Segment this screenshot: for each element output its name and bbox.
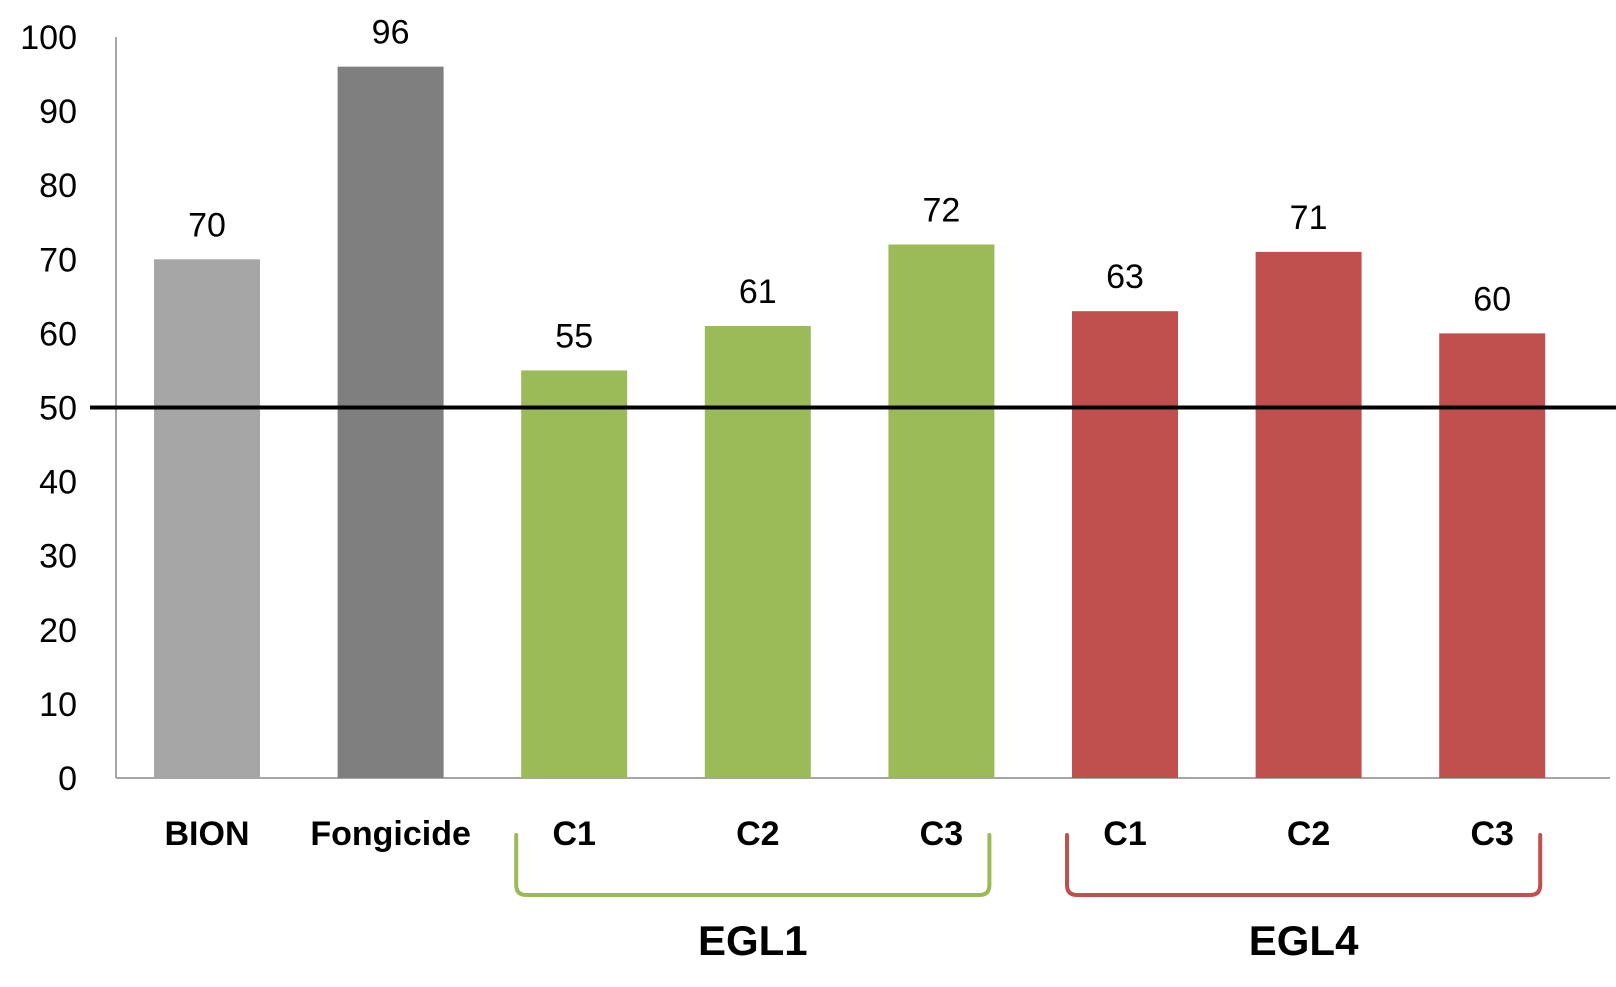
y-tick-label: 50 — [39, 390, 77, 428]
data-label: 96 — [372, 14, 410, 52]
y-tick-label: 70 — [39, 241, 77, 279]
category-label: C2 — [1287, 815, 1330, 853]
bars — [154, 66, 1546, 779]
data-labels: 70 96 55 61 72 63 71 60 — [188, 14, 1511, 356]
y-tick-label: 80 — [39, 167, 77, 205]
bar — [888, 244, 995, 779]
group-bracket — [514, 833, 992, 897]
category-labels: BION Fongicide C1 C2 C3 C1 C2 C3 — [165, 815, 1514, 853]
group-bracket — [1065, 833, 1543, 897]
data-label: 72 — [922, 191, 960, 229]
data-label: 60 — [1473, 280, 1511, 318]
category-label: C1 — [552, 815, 595, 853]
data-label: 55 — [555, 317, 593, 355]
data-label: 61 — [739, 273, 777, 311]
bar — [154, 259, 260, 778]
category-label: C3 — [1470, 815, 1513, 853]
y-tick-label: 100 — [20, 19, 77, 57]
data-label: 71 — [1290, 199, 1328, 237]
category-label: C3 — [920, 815, 963, 853]
bar — [704, 325, 811, 778]
data-label: 70 — [188, 206, 226, 244]
category-label: C2 — [736, 815, 779, 853]
group-brackets: EGL1 EGL4 — [514, 833, 1543, 964]
data-label: 63 — [1106, 258, 1144, 296]
group-label: EGL4 — [1249, 917, 1359, 964]
y-tick-label: 10 — [39, 686, 77, 724]
bar — [521, 370, 628, 778]
y-tick-label: 60 — [39, 315, 77, 353]
bar — [1072, 311, 1178, 778]
category-label: Fongicide — [310, 815, 471, 853]
bar — [1439, 333, 1546, 778]
group-label: EGL1 — [698, 917, 808, 964]
bar — [337, 66, 444, 778]
y-tick-label: 20 — [39, 612, 77, 650]
category-label: BION — [165, 815, 250, 853]
bar — [1255, 251, 1362, 778]
category-label: C1 — [1103, 815, 1146, 853]
y-tick-label: 30 — [39, 538, 77, 576]
y-tick-label: 90 — [39, 93, 77, 131]
y-tick-label: 40 — [39, 464, 77, 502]
y-tick-label: 0 — [58, 760, 77, 798]
y-tick-labels: 0 10 20 30 40 50 60 70 80 90 100 — [20, 19, 77, 798]
